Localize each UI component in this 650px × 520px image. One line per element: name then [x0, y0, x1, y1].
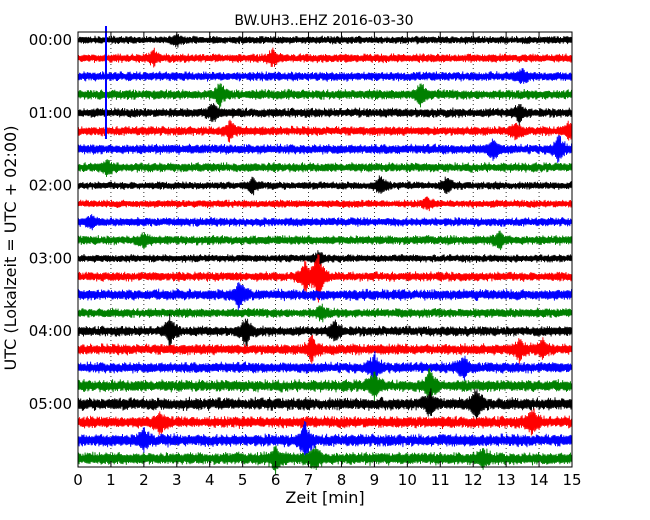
x-tick-label: 5: [238, 471, 248, 489]
trace-line: [77, 83, 573, 109]
x-tick-label: 13: [497, 471, 516, 489]
x-tick-label: 0: [73, 471, 83, 489]
trace-line: [77, 420, 573, 463]
x-tick-label: 9: [370, 471, 380, 489]
trace-line: [77, 313, 573, 349]
trace-line: [77, 282, 573, 311]
x-tick-label: 15: [562, 471, 581, 489]
x-tick-label: 3: [172, 471, 182, 489]
trace-line: [77, 250, 573, 267]
x-tick-label: 1: [106, 471, 116, 489]
x-tick-label: 12: [464, 471, 483, 489]
plot-frame: [77, 31, 573, 468]
trace-line: [77, 350, 573, 384]
y-tick-label: 02:00: [29, 177, 72, 195]
trace-line: [77, 445, 573, 475]
trace-line: [77, 119, 573, 143]
chart-title: BW.UH3..EHZ 2016-03-30: [234, 13, 413, 29]
trace-line: [77, 303, 573, 323]
y-tick-label: 01:00: [29, 104, 72, 122]
trace-line: [77, 254, 573, 303]
trace-line: [77, 368, 573, 403]
trace-line: [77, 408, 573, 436]
trace-line: [77, 159, 573, 178]
x-tick-label: 14: [530, 471, 549, 489]
trace-line: [77, 388, 573, 426]
trace-line: [77, 103, 573, 126]
x-tick-label: 7: [304, 471, 314, 489]
trace-line: [77, 175, 573, 196]
x-axis-label: Zeit [min]: [285, 488, 364, 507]
x-tick-label: 10: [398, 471, 417, 489]
x-tick-label: 2: [139, 471, 149, 489]
y-tick-label: 04:00: [29, 322, 72, 340]
y-axis-label: UTC (Lokalzeit = UTC + 02:00): [1, 126, 20, 371]
x-axis-ticks: 0 1 2 3 4 5 6 7 8 9 10 11 12 13 14 15: [73, 32, 582, 489]
y-axis-ticks: 00:00 01:00 02:00 03:00 04:00 05:00: [29, 31, 572, 413]
trace-line: [77, 135, 573, 163]
trace-line: [77, 196, 573, 212]
x-tick-label: 8: [337, 471, 347, 489]
trace-line: [77, 47, 573, 68]
trace-line: [77, 230, 573, 251]
trace-line: [77, 214, 573, 231]
y-tick-label: 00:00: [29, 31, 72, 49]
traces-group: [77, 33, 573, 475]
x-tick-label: 6: [271, 471, 281, 489]
y-tick-label: 03:00: [29, 249, 72, 267]
x-tick-label: 4: [205, 471, 215, 489]
trace-line: [77, 68, 573, 85]
grid-lines: [110, 32, 540, 467]
trace-line: [77, 334, 573, 365]
x-tick-label: 11: [431, 471, 450, 489]
y-tick-label: 05:00: [29, 395, 72, 413]
trace-line: [77, 33, 573, 48]
